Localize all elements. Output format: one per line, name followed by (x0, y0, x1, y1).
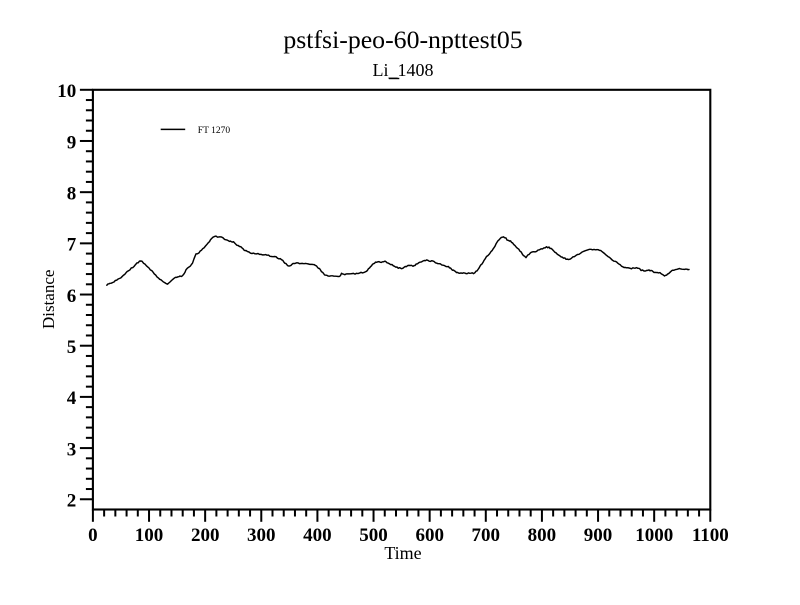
svg-text:9: 9 (67, 132, 77, 153)
svg-text:6: 6 (67, 286, 77, 307)
svg-text:900: 900 (584, 525, 613, 546)
svg-text:pstfsi-peo-60-npttest05: pstfsi-peo-60-npttest05 (283, 25, 522, 54)
svg-text:1100: 1100 (692, 525, 729, 546)
svg-text:Time: Time (384, 543, 421, 563)
svg-text:700: 700 (472, 525, 501, 546)
svg-text:100: 100 (135, 525, 164, 546)
svg-text:Distance: Distance (39, 270, 58, 329)
svg-text:7: 7 (67, 235, 77, 256)
svg-text:500: 500 (359, 525, 388, 546)
svg-text:800: 800 (528, 525, 557, 546)
svg-text:FT 1270: FT 1270 (198, 126, 231, 136)
svg-text:400: 400 (303, 525, 332, 546)
svg-text:8: 8 (67, 184, 77, 205)
svg-text:Li_1408: Li_1408 (373, 60, 434, 80)
svg-text:2: 2 (67, 491, 77, 512)
svg-text:1000: 1000 (635, 525, 673, 546)
svg-text:600: 600 (415, 525, 444, 546)
svg-text:3: 3 (67, 439, 77, 460)
svg-text:200: 200 (191, 525, 220, 546)
svg-text:0: 0 (88, 525, 98, 546)
svg-text:5: 5 (67, 337, 77, 358)
svg-text:10: 10 (57, 81, 76, 102)
svg-text:300: 300 (247, 525, 276, 546)
svg-text:4: 4 (67, 388, 77, 409)
